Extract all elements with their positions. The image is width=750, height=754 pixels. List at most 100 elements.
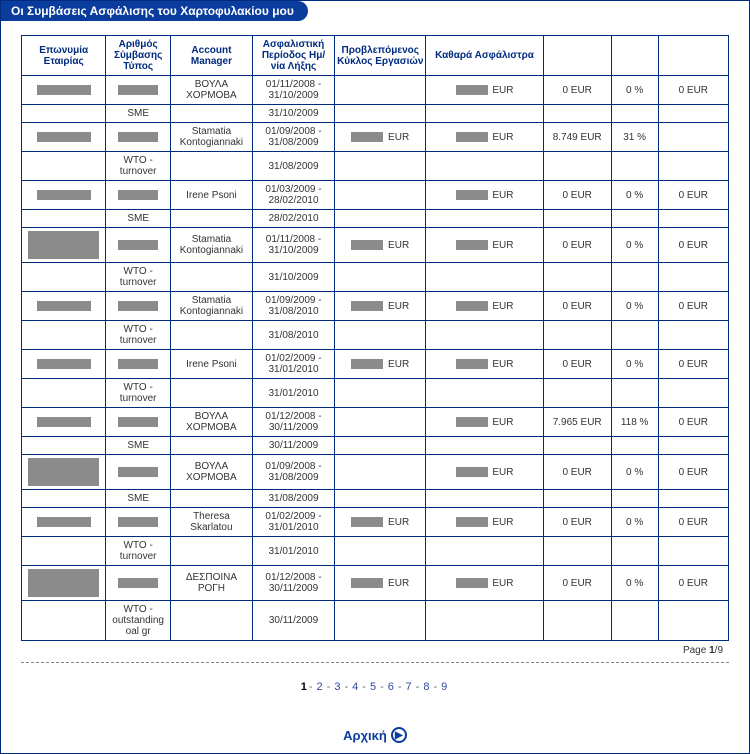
- table-row: WTO - turnover31/10/2009: [22, 263, 729, 292]
- redacted-block: [456, 578, 488, 588]
- cell-expiry: 30/11/2009: [252, 437, 334, 455]
- cell-cycle: [335, 181, 426, 210]
- redacted-block: [118, 132, 158, 142]
- cell-expiry: 31/08/2009: [252, 152, 334, 181]
- pager-link[interactable]: 2: [315, 681, 325, 693]
- cell-percent: 0 %: [611, 566, 658, 601]
- pager-link[interactable]: 5: [368, 681, 378, 693]
- cell-expiry: 31/08/2010: [252, 321, 334, 350]
- col-last: [658, 36, 728, 76]
- cell-manager: Irene Psoni: [170, 350, 252, 379]
- home-button[interactable]: Αρχική ▶: [343, 727, 407, 743]
- pager-link[interactable]: 7: [404, 681, 414, 693]
- col-net: Καθαρά Ασφάλιστρα: [426, 36, 543, 76]
- cell-cycle: EUR: [335, 566, 426, 601]
- contracts-table: Επωνυμία Εταιρίας Αριθμός Σύμβασης Τύπος…: [21, 35, 729, 641]
- redacted-block: [456, 132, 488, 142]
- cell-contract-type: WTO - outstanding oal gr: [106, 601, 170, 641]
- cell-period: 01/12/2008 - 30/11/2009: [252, 408, 334, 437]
- table-row: Stamatia Kontogiannaki01/11/2008 - 31/10…: [22, 228, 729, 263]
- cell-amount: 7.965 EUR: [543, 408, 611, 437]
- cell-manager: ΒΟΥΛΑ ΧΟΡΜΟΒΑ: [170, 455, 252, 490]
- redacted-block: [456, 359, 488, 369]
- cell-percent: 0 %: [611, 350, 658, 379]
- col-contract: Αριθμός Σύμβασης Τύπος: [106, 36, 170, 76]
- pager-current: 1: [301, 681, 307, 693]
- col-amt: [543, 36, 611, 76]
- pager-link[interactable]: 4: [350, 681, 360, 693]
- cell-period: 01/03/2009 - 28/02/2010: [252, 181, 334, 210]
- cell-manager: Theresa Skarlatou: [170, 508, 252, 537]
- table-row: WTO - outstanding oal gr 30/11/2009: [22, 601, 729, 641]
- cell-amount: 0 EUR: [543, 228, 611, 263]
- col-manager: Account Manager: [170, 36, 252, 76]
- table-row: WTO - turnover31/08/2010: [22, 321, 729, 350]
- home-label: Αρχική: [343, 728, 387, 743]
- cell-period: 01/09/2008 - 31/08/2009: [252, 123, 334, 152]
- redacted-block: [351, 301, 383, 311]
- table-row: Irene Psoni01/03/2009 - 28/02/2010 EUR0 …: [22, 181, 729, 210]
- cell-expiry: 30/11/2009: [252, 601, 334, 641]
- cell-net: EUR: [426, 408, 543, 437]
- cell-last: [658, 123, 728, 152]
- table-row: WTO - turnover31/01/2010: [22, 379, 729, 408]
- redacted-block: [37, 85, 91, 95]
- cell-net: EUR: [426, 76, 543, 105]
- redacted-block: [351, 240, 383, 250]
- cell-percent: 0 %: [611, 455, 658, 490]
- cell-net: EUR: [426, 350, 543, 379]
- pager-link[interactable]: 6: [386, 681, 396, 693]
- cell-percent: 0 %: [611, 181, 658, 210]
- redacted-block: [118, 467, 158, 477]
- col-cycle: Προβλεπόμενος Κύκλος Εργασιών: [335, 36, 426, 76]
- redacted-block: [351, 132, 383, 142]
- cell-amount: 0 EUR: [543, 181, 611, 210]
- cell-net: EUR: [426, 508, 543, 537]
- cell-cycle: [335, 455, 426, 490]
- redacted-block: [118, 240, 158, 250]
- redacted-block: [28, 458, 99, 486]
- header-row: Επωνυμία Εταιρίας Αριθμός Σύμβασης Τύπος…: [22, 36, 729, 76]
- table-row: ΔΕΣΠΟΙΝΑ ΡΟΓΗ01/12/2008 - 30/11/2009 EUR…: [22, 566, 729, 601]
- cell-last: 0 EUR: [658, 566, 728, 601]
- redacted-block: [351, 578, 383, 588]
- table-row: SME31/08/2009: [22, 490, 729, 508]
- content-area: Επωνυμία Εταιρίας Αριθμός Σύμβασης Τύπος…: [1, 23, 749, 721]
- cell-last: 0 EUR: [658, 350, 728, 379]
- cell-period: 01/02/2009 - 31/01/2010: [252, 508, 334, 537]
- pager-link[interactable]: 9: [439, 681, 449, 693]
- portfolio-panel: Οι Συμβάσεις Ασφάλισης του Χαρτοφυλακίου…: [0, 0, 750, 754]
- cell-net: EUR: [426, 123, 543, 152]
- redacted-block: [351, 517, 383, 527]
- pager-link[interactable]: 8: [421, 681, 431, 693]
- cell-manager: ΔΕΣΠΟΙΝΑ ΡΟΓΗ: [170, 566, 252, 601]
- panel-title: Οι Συμβάσεις Ασφάλισης του Χαρτοφυλακίου…: [1, 1, 308, 21]
- redacted-block: [118, 517, 158, 527]
- cell-net: EUR: [426, 181, 543, 210]
- cell-period: 01/09/2009 - 31/08/2010: [252, 292, 334, 321]
- table-body: ΒΟΥΛΑ ΧΟΡΜΟΒΑ01/11/2008 - 31/10/2009 EUR…: [22, 76, 729, 641]
- redacted-block: [28, 231, 99, 259]
- cell-percent: 31 %: [611, 123, 658, 152]
- cell-cycle: [335, 76, 426, 105]
- redacted-block: [456, 240, 488, 250]
- table-row: Stamatia Kontogiannaki01/09/2009 - 31/08…: [22, 292, 729, 321]
- redacted-block: [37, 417, 91, 427]
- pager-link[interactable]: 3: [332, 681, 342, 693]
- separator: [21, 662, 729, 663]
- redacted-block: [351, 359, 383, 369]
- redacted-block: [456, 190, 488, 200]
- title-bar: Οι Συμβάσεις Ασφάλισης του Χαρτοφυλακίου…: [1, 1, 749, 23]
- cell-cycle: [335, 408, 426, 437]
- table-row: Theresa Skarlatou01/02/2009 - 31/01/2010…: [22, 508, 729, 537]
- redacted-block: [37, 132, 91, 142]
- cell-contract-type: SME: [106, 437, 170, 455]
- cell-contract-type: WTO - turnover: [106, 379, 170, 408]
- cell-expiry: 31/10/2009: [252, 105, 334, 123]
- cell-expiry: 31/01/2010: [252, 537, 334, 566]
- cell-net: EUR: [426, 566, 543, 601]
- cell-net: EUR: [426, 228, 543, 263]
- cell-cycle: EUR: [335, 228, 426, 263]
- table-row: ΒΟΥΛΑ ΧΟΡΜΟΒΑ01/09/2008 - 31/08/2009 EUR…: [22, 455, 729, 490]
- redacted-block: [37, 301, 91, 311]
